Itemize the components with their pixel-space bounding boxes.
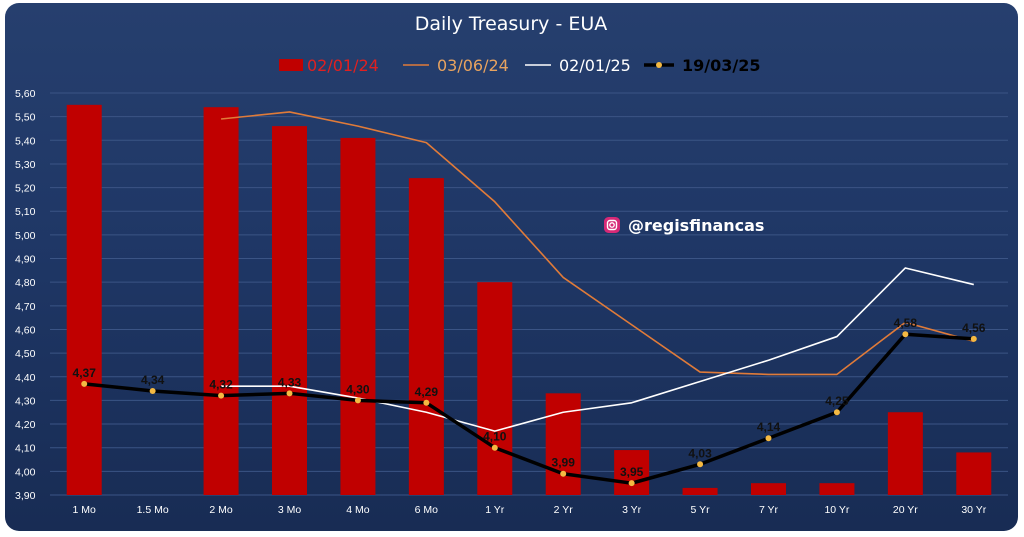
x-tick-label: 3 Mo — [278, 504, 302, 516]
legend-swatch — [279, 59, 303, 71]
instagram-icon-frame — [606, 219, 618, 231]
x-tick-label: 1.5 Mo — [137, 504, 169, 516]
y-tick-label: 4,90 — [15, 254, 36, 266]
x-tick-label: 5 Yr — [691, 504, 711, 516]
x-tick-label: 1 Yr — [485, 504, 505, 516]
y-tick-label: 4,30 — [15, 395, 36, 407]
y-tick-label: 5,50 — [15, 112, 36, 124]
series-line — [221, 267, 974, 432]
bar — [956, 452, 992, 495]
y-tick-label: 4,40 — [15, 372, 36, 384]
grid-lines — [50, 92, 1008, 496]
data-label: 4,25 — [825, 394, 849, 408]
data-label: 4,37 — [73, 366, 97, 380]
data-point — [902, 331, 909, 338]
y-tick-label: 4,70 — [15, 301, 36, 313]
y-tick-label: 4,80 — [15, 277, 36, 289]
y-tick-label: 5,00 — [15, 230, 36, 242]
legend: 02/01/24 03/06/24 02/01/25 19/03/25 — [279, 56, 760, 75]
data-point — [354, 397, 361, 404]
data-label: 4,33 — [278, 375, 302, 389]
watermark-handle: @regisfinancas — [628, 216, 764, 235]
y-tick-label: 5,60 — [15, 88, 36, 100]
data-label: 4,56 — [962, 321, 986, 335]
bar — [408, 178, 444, 496]
data-point — [218, 392, 225, 399]
x-tick-label: 10 Yr — [824, 504, 849, 516]
data-point — [491, 444, 498, 451]
data-point — [81, 380, 88, 387]
data-label: 4,10 — [483, 430, 507, 444]
data-point — [697, 461, 704, 468]
data-point — [560, 470, 567, 477]
data-label: 4,32 — [209, 378, 233, 392]
x-tick-label: 2 Yr — [554, 504, 574, 516]
y-tick-label: 5,30 — [15, 159, 36, 171]
bar — [272, 126, 307, 495]
x-tick-label: 1 Mo — [73, 504, 97, 516]
bar — [203, 107, 239, 495]
data-label: 3,99 — [552, 456, 576, 470]
data-point — [765, 435, 772, 442]
legend-label: 02/01/25 — [559, 56, 631, 75]
y-tick-label: 3,90 — [15, 490, 36, 502]
y-tick-label: 4,50 — [15, 348, 36, 360]
instagram-icon — [604, 217, 620, 233]
treasury-chart: Daily Treasury - EUA 02/01/24 03/06/24 02/… — [15, 13, 1008, 516]
data-label: 3,95 — [620, 465, 644, 479]
bar — [682, 487, 718, 495]
x-tick-label: 4 Mo — [346, 504, 370, 516]
x-tick-label: 7 Yr — [759, 504, 779, 516]
x-tick-label: 20 Yr — [893, 504, 918, 516]
series-line — [220, 111, 974, 376]
data-point — [286, 390, 293, 397]
data-label: 4,58 — [894, 316, 918, 330]
chart-frame: Daily Treasury - EUA 02/01/24 03/06/24 02/… — [5, 3, 1018, 531]
legend-label: 19/03/25 — [682, 56, 760, 75]
x-tick-label: 3 Yr — [622, 504, 642, 516]
y-tick-label: 4,00 — [15, 466, 36, 478]
data-label: 4,14 — [757, 420, 781, 434]
legend-marker — [656, 62, 662, 68]
y-tick-label: 4,20 — [15, 419, 36, 431]
bar — [66, 104, 102, 495]
x-tick-label: 6 Mo — [415, 504, 439, 516]
line-series: 4,37 4,34 4,32 4,33 4,30 4,29 4,10 3,99 3,95 4,03… — [73, 111, 986, 487]
bar — [887, 412, 923, 495]
watermark: @regisfinancas — [604, 216, 764, 235]
bar-series — [66, 104, 992, 496]
data-label: 4,34 — [141, 373, 165, 387]
y-tick-label: 5,20 — [15, 183, 36, 195]
legend-label: 03/06/24 — [437, 56, 509, 75]
y-tick-label: 5,40 — [15, 135, 36, 147]
data-label: 4,30 — [346, 382, 370, 396]
data-point — [423, 399, 430, 406]
y-tick-label: 4,10 — [15, 443, 36, 455]
bar — [751, 483, 786, 495]
y-axis-ticks: 3,90 4,00 4,10 4,20 4,30 4,40 4,50 4,60 4,70 4,80… — [15, 88, 36, 502]
data-label: 4,29 — [415, 385, 439, 399]
y-tick-label: 4,60 — [15, 324, 36, 336]
legend-label: 02/01/24 — [307, 56, 379, 75]
data-point — [970, 335, 977, 342]
x-tick-label: 2 Mo — [209, 504, 233, 516]
bar — [545, 393, 581, 495]
data-point — [628, 480, 635, 487]
y-tick-label: 5,10 — [15, 206, 36, 218]
chart-title: Daily Treasury - EUA — [415, 13, 608, 35]
bar — [340, 137, 376, 495]
data-label: 4,03 — [688, 446, 712, 460]
data-point — [149, 387, 156, 394]
x-axis-ticks: 1 Mo 1.5 Mo 2 Mo 3 Mo 4 Mo 6 Mo 1 Yr 2 Yr 3 Yr 5 … — [73, 504, 987, 516]
series-line — [84, 332, 974, 485]
bar — [477, 282, 513, 495]
bar — [614, 450, 650, 495]
bar — [819, 483, 855, 495]
data-point — [833, 409, 840, 416]
x-tick-label: 30 Yr — [961, 504, 986, 516]
instagram-icon-lens — [609, 222, 615, 228]
